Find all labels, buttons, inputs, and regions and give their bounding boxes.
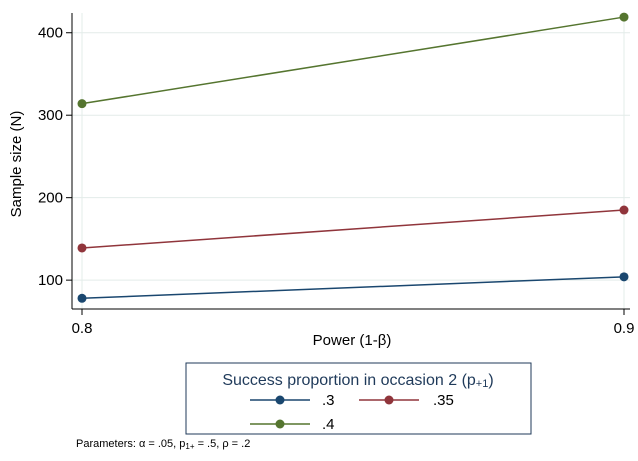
legend-marker <box>384 395 394 405</box>
series-line <box>81 16 625 105</box>
legend-label: .4 <box>322 416 335 433</box>
note-suffix: = .5, ρ = .2 <box>195 438 251 450</box>
data-point <box>619 12 629 22</box>
series <box>77 12 629 303</box>
legend-marker <box>275 419 285 429</box>
legend-label: .3 <box>322 392 335 409</box>
legend-title-main: Success proportion in occasion 2 (p <box>222 372 476 389</box>
series-line <box>81 209 625 249</box>
data-point <box>619 272 629 282</box>
x-tick-label: 0.9 <box>614 320 635 337</box>
y-tick-label: 100 <box>38 272 63 289</box>
data-point <box>77 99 87 109</box>
x-axis-title: Power (1-β) <box>313 332 392 349</box>
x-tick-label: 0.8 <box>72 320 93 337</box>
legend-marker <box>275 395 285 405</box>
y-tick-label: 200 <box>38 190 63 207</box>
legend-title-sub: +1 <box>476 378 489 390</box>
legend-box <box>185 362 532 435</box>
data-point <box>619 205 629 215</box>
legend-label: .35 <box>433 392 454 409</box>
y-tick-label: 300 <box>38 107 63 124</box>
data-point <box>77 293 87 303</box>
axes: 100 200 300 400 0.8 0.9 <box>38 13 634 337</box>
y-tick-label: 400 <box>38 25 63 42</box>
note-sub: 1+ <box>185 442 194 451</box>
legend-title-suffix: ) <box>488 372 493 389</box>
y-axis-title: Sample size (N) <box>8 111 25 218</box>
data-point <box>77 243 87 253</box>
legend: Success proportion in occasion 2 (p+1) .… <box>185 362 532 435</box>
series-line <box>81 276 625 300</box>
grid <box>72 13 630 309</box>
legend-items: .3 .35 .4 <box>250 392 454 433</box>
note-prefix: Parameters: α = .05, p <box>76 438 185 450</box>
legend-title: Success proportion in occasion 2 (p+1) <box>222 372 493 390</box>
parameters-note: Parameters: α = .05, p1+ = .5, ρ = .2 <box>76 438 250 451</box>
